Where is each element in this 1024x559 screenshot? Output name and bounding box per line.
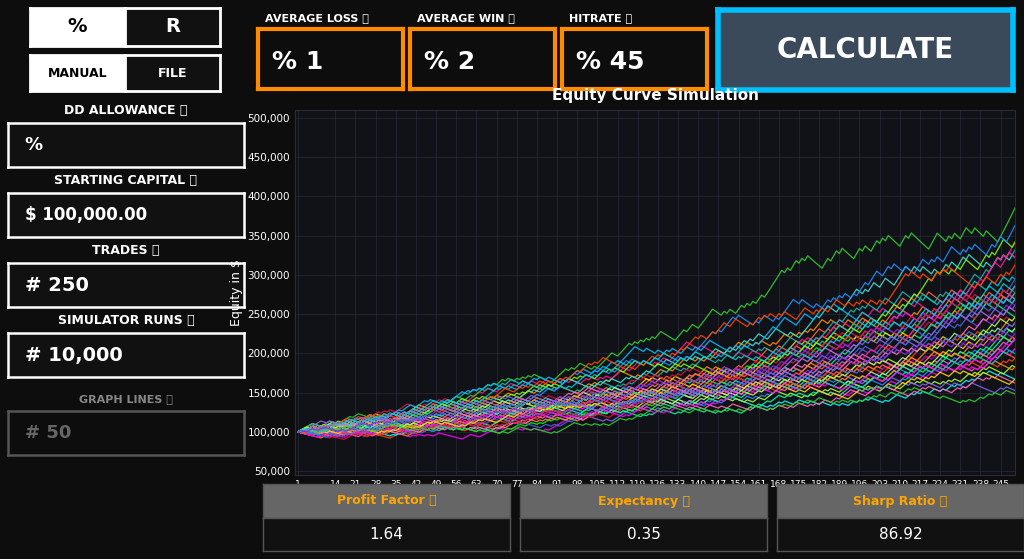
Text: FILE: FILE	[158, 67, 187, 79]
Text: % 2: % 2	[425, 50, 475, 74]
Text: # 50: # 50	[25, 424, 71, 442]
Text: R: R	[165, 17, 180, 36]
Text: AVERAGE LOSS ⓘ: AVERAGE LOSS ⓘ	[265, 13, 369, 23]
Text: STARTING CAPITAL ⓘ: STARTING CAPITAL ⓘ	[54, 174, 198, 187]
Text: DD ALLOWANCE ⓘ: DD ALLOWANCE ⓘ	[65, 105, 187, 117]
Text: # 10,000: # 10,000	[25, 345, 122, 364]
Text: %: %	[68, 17, 87, 36]
Text: AVERAGE WIN ⓘ: AVERAGE WIN ⓘ	[417, 13, 515, 23]
Text: Sharp Ratio ⓘ: Sharp Ratio ⓘ	[853, 495, 947, 508]
Text: SIMULATOR RUNS ⓘ: SIMULATOR RUNS ⓘ	[57, 315, 195, 328]
Text: % 45: % 45	[577, 50, 645, 74]
Text: %: %	[25, 136, 43, 154]
Title: Equity Curve Simulation: Equity Curve Simulation	[552, 88, 759, 103]
Text: MANUAL: MANUAL	[48, 67, 108, 79]
Text: HITRATE ⓘ: HITRATE ⓘ	[569, 13, 633, 23]
Text: CALCULATE: CALCULATE	[777, 36, 954, 64]
Text: # 250: # 250	[25, 276, 88, 295]
Text: 86.92: 86.92	[879, 527, 923, 542]
Y-axis label: Equity in $: Equity in $	[230, 259, 244, 326]
Text: TRADES ⓘ: TRADES ⓘ	[92, 244, 160, 258]
Text: 0.35: 0.35	[627, 527, 660, 542]
Text: 1.64: 1.64	[370, 527, 403, 542]
Text: GRAPH LINES ⓘ: GRAPH LINES ⓘ	[79, 394, 173, 404]
Text: Expectancy ⓘ: Expectancy ⓘ	[597, 495, 689, 508]
Text: % 1: % 1	[272, 50, 324, 74]
Text: $ 100,000.00: $ 100,000.00	[25, 206, 146, 224]
Text: Profit Factor ⓘ: Profit Factor ⓘ	[337, 495, 436, 508]
